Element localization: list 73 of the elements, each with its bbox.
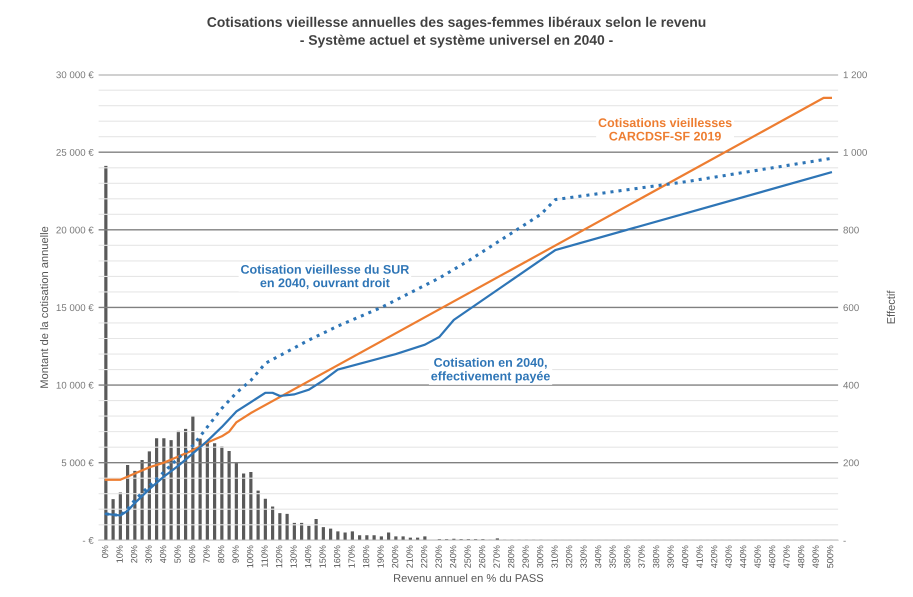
x-tick-label: 300% [536,545,544,568]
x-tick-label: 250% [464,545,471,568]
x-tick-label: 10% [116,545,123,563]
x-tick-label: 60% [188,545,196,563]
x-tick-label: 120% [276,545,282,568]
y2-axis-title: Effectif [886,290,895,324]
x-tick-label: 170% [348,545,355,568]
x-tick-label: 150% [319,545,326,568]
chart-title: Cotisations vieillesse annuelles des sages-femmes libéraux selon le revenu [207,16,706,30]
x-tick-label: 290% [522,545,529,568]
series-label: Cotisation vieillesse du SUR en 2040, ouvrant droit [241,264,410,290]
x-tick-label: 20% [130,545,138,563]
x-tick-label: 210% [406,545,413,568]
x-tick-label: 340% [594,545,602,568]
x-tick-label: 110% [261,545,268,567]
x-tick-label: 470% [783,545,790,568]
x-tick-label: 130% [290,545,297,568]
y-tick-label: 30 000 € [56,71,94,78]
y2-tick-label: 1 000 [844,148,867,156]
y2-tick-label: 200 [843,459,859,466]
x-tick-label: 270% [493,545,500,568]
x-tick-label: 40% [160,545,166,564]
x-tick-label: 440% [740,545,746,568]
x-tick-label: 90% [232,545,239,563]
x-tick-label: 380% [652,545,660,568]
x-tick-label: 460% [768,545,776,568]
x-tick-label: 70% [203,545,210,563]
x-tick-label: 240% [450,545,456,568]
x-tick-label: 410% [696,545,703,568]
y2-tick-label: 600 [843,304,859,312]
x-tick-label: 160% [334,545,340,568]
chart-subtitle: - Système actuel et système universel en 2040 - [300,34,613,48]
x-tick-label: 30% [145,545,152,563]
y-tick-label: 25 000 € [56,148,94,156]
x-tick-label: 500% [826,545,834,568]
y2-tick-label: 1 200 [844,71,867,78]
x-tick-label: 490% [812,545,819,568]
x-tick-label: 190% [377,545,384,568]
x-tick-label: 430% [725,545,732,568]
x-tick-label: 50% [174,545,181,563]
x-axis-title: Revenu annuel en % du PASS [394,574,544,582]
y-axis-title: Montant de la cotisation annuelle [40,226,48,388]
x-tick-label: 220% [420,545,428,568]
series-label: Cotisation en 2040, effectivement payée [431,358,550,383]
y-tick-label: 20 000 € [56,226,94,234]
x-tick-label: 310% [551,545,558,568]
y-tick-label: 5 000 € [62,459,94,466]
series-label: Cotisations vieillesses CARCDSF-SF 2019 [598,118,732,141]
x-tick-label: 200% [392,545,398,568]
x-tick-label: 140% [304,545,312,568]
x-tick-label: 320% [566,545,572,568]
x-tick-label: 0% [102,545,108,558]
x-tick-label: 360% [624,545,630,568]
x-tick-label: 390% [667,545,674,568]
x-tick-label: 330% [580,545,587,568]
x-tick-label: 100% [246,545,254,568]
y-tick-label: - € [82,537,94,544]
x-tick-label: 370% [638,545,645,568]
y-tick-label: 15 000 € [56,304,94,312]
y2-tick-label: - [843,540,846,542]
x-tick-label: 80% [218,545,224,563]
x-tick-label: 420% [710,545,718,568]
x-tick-label: 450% [754,545,761,568]
y-tick-label: 10 000 € [56,382,94,389]
x-tick-label: 480% [798,545,804,568]
x-tick-label: 400% [682,545,688,568]
x-tick-label: 260% [478,545,486,568]
x-tick-label: 280% [508,545,514,568]
y2-tick-label: 800 [843,226,859,234]
x-tick-label: 230% [435,545,442,568]
x-tick-label: 180% [362,545,370,568]
y2-tick-label: 400 [843,382,859,389]
x-tick-label: 350% [609,545,616,568]
